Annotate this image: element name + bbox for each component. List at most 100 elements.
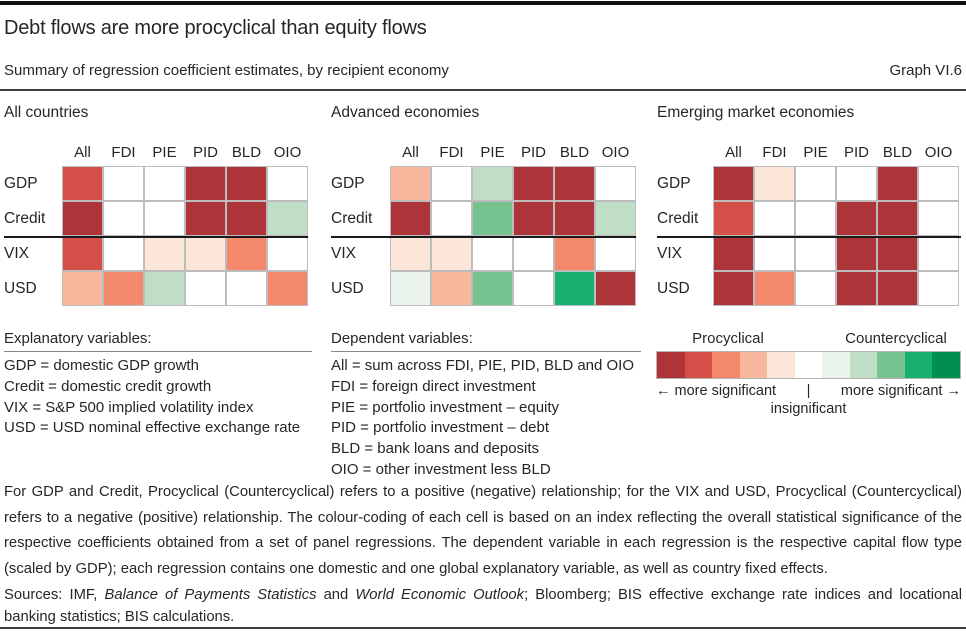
sources-prefix: Sources: IMF, [4, 587, 105, 603]
heatmap-cell [836, 201, 877, 236]
dependent-variables-block: Dependent variables: All = sum across FD… [331, 330, 641, 481]
notes-heading: Dependent variables: [331, 330, 641, 352]
heatmap-cell [62, 166, 103, 201]
heatmap-cell [472, 271, 513, 306]
column-header: OIO [273, 144, 302, 161]
column-header: BLD [231, 144, 262, 161]
row-label: USD [657, 279, 690, 297]
bottom-rule [0, 627, 966, 629]
column-header: PIE [803, 144, 828, 161]
sources-text: Sources: IMF, Balance of Payments Statis… [4, 584, 962, 628]
column-header: PID [843, 144, 869, 161]
row-label: VIX [331, 244, 356, 262]
legend-more-significant-left: ← more significant [656, 383, 777, 399]
column-header: PID [192, 144, 218, 161]
heatmap-cell [554, 201, 595, 236]
legend-insignificant-label: insignificant [770, 401, 847, 417]
heatmap-cell [226, 166, 267, 201]
column-header: All [725, 144, 742, 161]
heatmap-cell [144, 271, 185, 306]
heatmap-cell [877, 236, 918, 271]
panel-emerging-market-economies: Emerging market economies All FDI PIE PID BL… [657, 104, 961, 306]
row-label: GDP [331, 174, 365, 192]
heatmap-cell [431, 236, 472, 271]
definition-item: BLD = bank loans and deposits [331, 440, 540, 458]
heatmap-cell [226, 236, 267, 271]
graph-subtitle: Summary of regression coefficient estima… [4, 62, 449, 79]
column-header: BLD [559, 144, 590, 161]
footnote-text: For GDP and Credit, Procyclical (Counter… [4, 484, 962, 578]
legend-color-segment [904, 352, 933, 378]
heatmap-cell [713, 166, 754, 201]
heatmap-cell [431, 271, 472, 306]
heatmap-cell [103, 201, 144, 236]
heatmap-cell [713, 201, 754, 236]
legend-more-significant-right: more significant → [840, 383, 961, 399]
heatmap-cell [513, 236, 554, 271]
heatmap-matrix: All FDI PIE PID BLD OIO GDP Credit VIX USD [4, 140, 308, 306]
definition-item: All = sum across FDI, PIE, PID, BLD and … [331, 357, 635, 374]
heatmap-cell [554, 236, 595, 271]
column-header: FDI [111, 144, 136, 161]
definition-item: VIX = S&P 500 implied volatility index [4, 398, 254, 416]
column-header: PIE [480, 144, 505, 161]
column-header: All [402, 144, 419, 161]
heatmap-cell [472, 166, 513, 201]
heatmap-cell [836, 271, 877, 306]
row-label: GDP [657, 174, 691, 192]
row-label: VIX [657, 244, 682, 262]
legend-significance-row: ← more significant | more significant → [656, 383, 961, 401]
panel-title: Emerging market economies [657, 104, 855, 121]
heatmap-cell [513, 271, 554, 306]
column-header: FDI [439, 144, 464, 161]
heatmap-cell [795, 201, 836, 236]
explanatory-variables-block: Explanatory variables: GDP = domestic GD… [4, 330, 312, 439]
subtitle-row: Summary of regression coefficient estima… [4, 62, 962, 79]
row-separator-line [331, 236, 636, 238]
heatmap-cell [595, 236, 636, 271]
row-label: VIX [4, 244, 29, 262]
heatmap-cell [713, 236, 754, 271]
panel-title: Advanced economies [331, 104, 480, 121]
heatmap-cell [472, 236, 513, 271]
top-rule [0, 1, 966, 5]
panel-advanced-economies: Advanced economies All FDI PIE PID BLD OIO GDP… [331, 104, 638, 306]
definition-item: PIE = portfolio investment – equity [331, 398, 560, 416]
heatmap-matrix: All FDI PIE PID BLD OIO GDP Credit VIX USD [657, 140, 959, 306]
heatmap-cell [103, 271, 144, 306]
definition-item: Credit = domestic credit growth [4, 377, 212, 395]
heatmap-cell [877, 166, 918, 201]
definition-item: GDP = domestic GDP growth [4, 357, 199, 374]
legend-color-segment [684, 352, 713, 378]
column-header: OIO [601, 144, 630, 161]
row-separator-line [4, 236, 308, 238]
heatmap-cell [103, 166, 144, 201]
heatmap-cell [595, 166, 636, 201]
sources-italic-2: World Economic Outlook [355, 587, 525, 603]
legend-color-segment [932, 352, 961, 378]
row-label: GDP [4, 174, 38, 192]
heatmap-cell [103, 236, 144, 271]
graph-number: Graph VI.6 [889, 62, 962, 79]
panel-all-countries: All countries All FDI PIE PID BLD OIO GDP Credi… [4, 104, 311, 306]
sources-italic-1: Balance of Payments Statistics [104, 587, 317, 603]
sources-mid: and [316, 587, 356, 603]
heatmap-cell [595, 271, 636, 306]
heatmap-cell [877, 271, 918, 306]
heatmap-cell [185, 236, 226, 271]
legend-color-segment [794, 352, 823, 378]
legend-top-labels: Procyclical Countercyclical [656, 330, 961, 351]
legend-color-segment [849, 352, 878, 378]
heatmap-cell [754, 201, 795, 236]
definition-list: GDP = domestic GDP growth Credit = domest… [4, 356, 312, 439]
legend-color-segment [657, 352, 685, 378]
column-header: OIO [924, 144, 953, 161]
heatmap-cell [431, 201, 472, 236]
legend-countercyclical-label: Countercyclical [845, 330, 947, 347]
heatmap-cell [513, 201, 554, 236]
heatmap-cell [267, 236, 308, 271]
heatmap-cell [918, 271, 959, 306]
matrix-corner [657, 140, 713, 166]
heatmap-cell [918, 166, 959, 201]
